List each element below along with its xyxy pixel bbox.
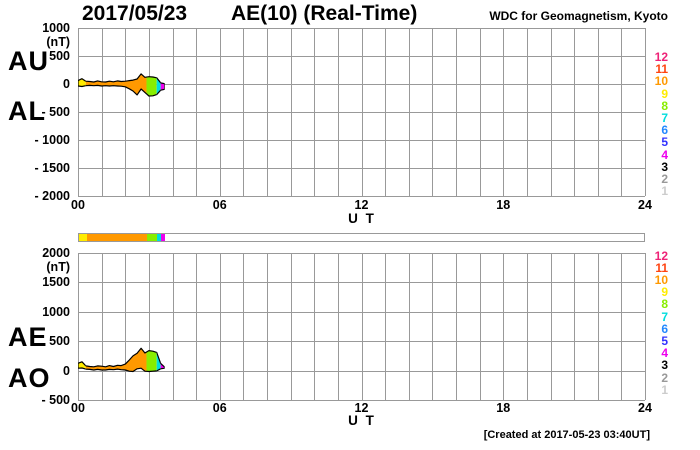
au-al-panel <box>78 28 646 197</box>
ae-ao-band-segment <box>160 361 165 370</box>
au-al-band-segment <box>78 78 86 88</box>
y-tick-label: - 2000 <box>34 189 70 203</box>
colorbar-segment-8-stations <box>147 234 158 241</box>
station-count-legend-4: 4 <box>661 346 668 361</box>
y-axis-unit: (nT) <box>46 260 70 274</box>
y-tick-label: - 500 <box>41 393 71 407</box>
y-axis-unit: (nT) <box>46 34 70 49</box>
station-count-legend-12: 12 <box>654 248 668 263</box>
x-tick-label: 06 <box>212 198 227 212</box>
y-tick-label: - 1500 <box>34 161 70 175</box>
y-tick-label: 500 <box>49 334 70 349</box>
station-count-legend-4: 4 <box>661 147 668 162</box>
station-count-legend-9: 9 <box>661 285 668 300</box>
y-tick-label: - 1000 <box>34 133 70 147</box>
x-axis-label-bottom: U T <box>348 413 376 428</box>
station-count-legend-2: 2 <box>661 172 668 186</box>
station-count-legend-8: 8 <box>661 98 668 113</box>
x-tick-label: 24 <box>638 198 652 212</box>
station-count-legend-9: 9 <box>661 86 668 101</box>
ae-ao-panel <box>78 253 646 401</box>
station-count-legend-6: 6 <box>661 321 668 336</box>
y-tick-label: 1000 <box>42 304 70 319</box>
station-count-legend-10: 10 <box>654 272 668 287</box>
y-tick-label: - 500 <box>41 105 71 119</box>
ae-ao-band-segment <box>85 347 147 373</box>
station-count-legend-5: 5 <box>661 333 668 348</box>
series-label-ae: AE <box>8 322 48 352</box>
grid-lines <box>78 253 646 401</box>
x-axis-label-top: U T <box>348 211 376 226</box>
station-count-legend-11: 11 <box>655 260 668 275</box>
station-count-timeline-bar <box>78 233 645 242</box>
x-tick-label: 18 <box>496 198 511 212</box>
station-count-legend-8: 8 <box>661 297 668 312</box>
station-count-legend-3: 3 <box>661 159 668 174</box>
y-tick-label: 1500 <box>42 275 70 290</box>
station-count-legend-7: 7 <box>661 111 668 125</box>
station-count-legend-1: 1 <box>661 382 668 397</box>
x-tick-label: 18 <box>496 401 511 415</box>
colorbar-segment-10-stations <box>86 234 148 241</box>
colorbar-segment-4-stations <box>161 234 166 241</box>
y-tick-label: 500 <box>49 49 70 63</box>
x-tick-label: 12 <box>354 401 369 415</box>
au-al-band-segment <box>85 73 147 96</box>
colorbar-segment-9-stations <box>79 234 87 241</box>
series-label-ao: AO <box>8 363 51 393</box>
station-count-legend-5: 5 <box>661 135 668 150</box>
au-al-band-segment <box>160 81 165 92</box>
station-count-legend-10: 10 <box>654 74 668 89</box>
x-tick-label: 00 <box>71 198 85 212</box>
x-tick-label: 24 <box>638 401 652 415</box>
station-count-legend-7: 7 <box>661 309 668 324</box>
ae-ao-band-segment <box>156 351 161 372</box>
ae-ao-band-segment <box>146 349 157 373</box>
created-timestamp: [Created at 2017-05-23 03:40UT] <box>483 429 650 441</box>
y-tick-label: 0 <box>63 77 70 91</box>
page-title: AE(10) (Real-Time) <box>231 2 418 25</box>
station-count-legend-1: 1 <box>661 184 668 199</box>
y-tick-label: 2000 <box>42 246 70 260</box>
station-count-legend-6: 6 <box>661 123 668 138</box>
station-count-legend-3: 3 <box>661 358 668 373</box>
au-al-band-segment <box>156 77 161 96</box>
series-label-al: AL <box>8 96 46 126</box>
colorbar-segment-7-stations <box>157 234 162 241</box>
plot-date: 2017/05/23 <box>82 2 188 25</box>
x-tick-label: 06 <box>212 401 227 415</box>
organization-label: WDC for Geomagnetism, Kyoto <box>489 9 668 23</box>
station-count-legend-2: 2 <box>661 370 668 385</box>
grid-lines <box>78 28 646 197</box>
y-tick-label: 1000 <box>42 21 70 35</box>
y-tick-label: 0 <box>63 363 70 378</box>
station-count-legend-11: 11 <box>655 62 668 77</box>
x-tick-label: 00 <box>71 401 85 415</box>
au-al-band-segment <box>146 76 157 97</box>
ae-ao-band-segment <box>78 361 86 370</box>
station-count-legend-12: 12 <box>654 50 668 64</box>
x-tick-label: 12 <box>354 198 369 212</box>
series-label-au: AU <box>8 46 49 76</box>
